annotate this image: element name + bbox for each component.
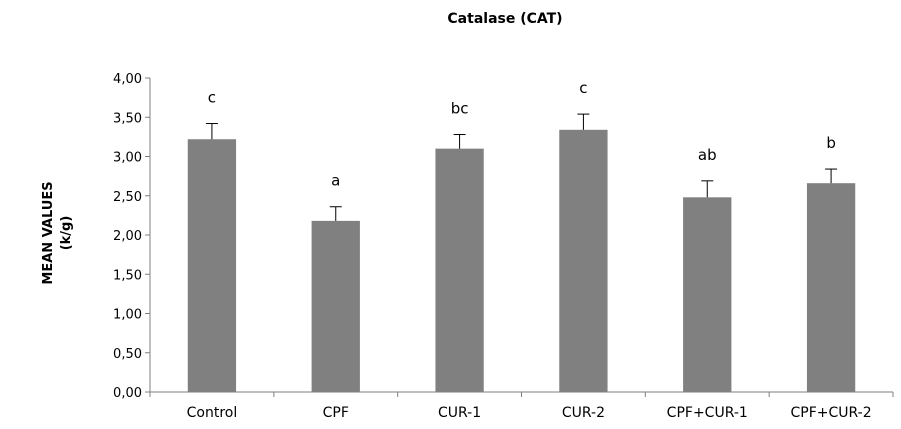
category-label: CUR-2 <box>562 405 605 421</box>
y-tick-label: 1,50 <box>113 268 142 283</box>
bar <box>435 148 484 392</box>
bar <box>311 220 360 392</box>
bar <box>806 183 856 392</box>
y-tick-label: 2,00 <box>113 229 142 244</box>
labels: c Control a CPF bc CUR-1 c CUR-2 ab CPF+CUR-1 b CPF… <box>187 79 872 421</box>
bars <box>187 113 856 392</box>
significance-label: bc <box>451 100 469 118</box>
y-tick-label: 3,50 <box>113 111 142 126</box>
y-axis-label: MEAN VALUES (k/g) <box>41 181 74 284</box>
bar <box>187 139 237 392</box>
y-tick-label: 2,50 <box>113 190 142 205</box>
y-axis-label-line1: MEAN VALUES <box>41 181 56 284</box>
y-tick-label: 3,00 <box>113 151 142 166</box>
significance-label: a <box>331 172 340 190</box>
y-tick-label: 4,00 <box>113 72 142 87</box>
axes: 0,00 0,50 1,00 1,50 2,00 2,50 3,00 3,50 4,00 <box>113 72 894 401</box>
bar <box>683 197 732 392</box>
category-label: CUR-1 <box>438 405 481 421</box>
chart-title: Catalase (CAT) <box>447 11 562 27</box>
y-axis-label-line2: (k/g) <box>59 216 74 251</box>
category-label: Control <box>187 405 238 421</box>
y-tick-label: 0,50 <box>113 347 142 362</box>
category-label: CPF+CUR-2 <box>791 405 872 421</box>
category-label: CPF <box>323 405 349 421</box>
y-tick-label: 0,00 <box>113 386 142 401</box>
significance-label: b <box>826 134 836 152</box>
bar <box>559 129 608 392</box>
significance-label: c <box>579 79 587 97</box>
significance-label: ab <box>698 146 717 164</box>
y-tick-label: 1,00 <box>113 308 142 323</box>
category-label: CPF+CUR-1 <box>667 405 748 421</box>
significance-label: c <box>208 89 216 107</box>
